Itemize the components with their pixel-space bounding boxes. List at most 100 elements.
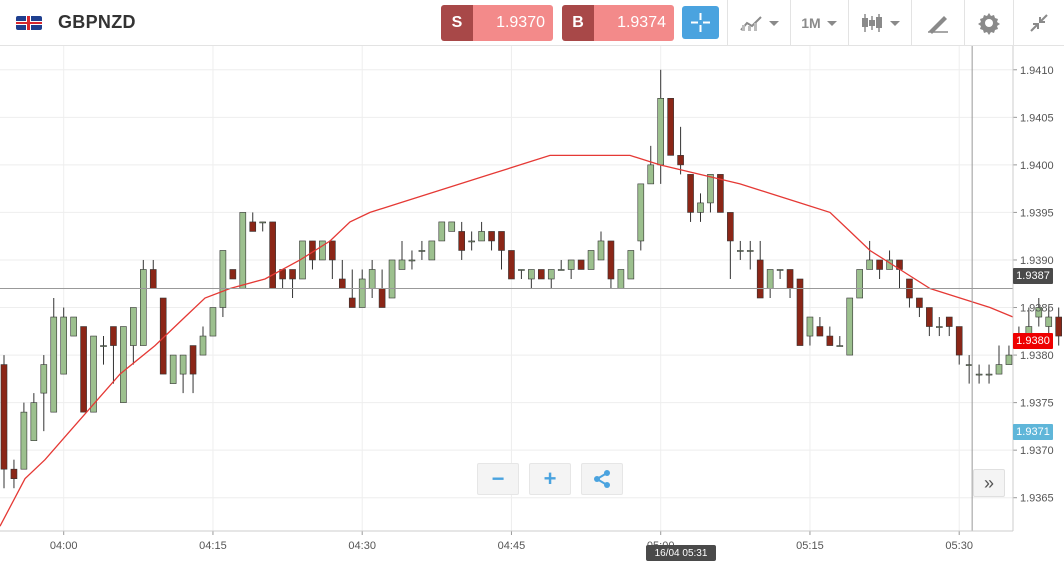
sell-price: 1.9370 xyxy=(473,5,553,41)
candle-bull xyxy=(418,250,426,252)
candle-bear xyxy=(378,288,386,308)
candle-bull xyxy=(428,240,436,261)
scroll-to-latest-button[interactable]: » xyxy=(973,469,1005,497)
candle-style-dropdown[interactable] xyxy=(849,0,911,46)
timeframe-label: 1M xyxy=(801,15,821,31)
candle-bear xyxy=(159,297,167,375)
y-tick-label: 1.9400 xyxy=(1020,160,1054,172)
candle-bull xyxy=(985,373,993,376)
candle-bear xyxy=(727,212,734,242)
candle-bear xyxy=(329,240,336,261)
candle-bull xyxy=(746,250,754,252)
candle-bear xyxy=(926,307,933,327)
crosshair-lines xyxy=(0,46,1013,531)
chevron-down-icon xyxy=(826,20,837,26)
price-axis: 1.93651.93701.93751.93801.93851.93901.93… xyxy=(1012,46,1054,531)
candle-bear xyxy=(498,231,505,251)
candle-bull xyxy=(617,269,625,289)
collapse-button[interactable] xyxy=(1014,0,1064,46)
candle-bear xyxy=(289,269,296,280)
candle-bear xyxy=(945,316,953,327)
candle-bull xyxy=(50,316,58,413)
crosshair-price-tag: 1.9387 xyxy=(1013,268,1053,284)
candle-bull xyxy=(637,183,645,242)
moving-average-line xyxy=(0,154,1014,527)
chart-type-dropdown[interactable] xyxy=(728,0,790,46)
candle-bull xyxy=(448,221,456,232)
candle-bull xyxy=(398,259,406,270)
candle-bull xyxy=(846,297,854,356)
area-chart-icon xyxy=(740,16,762,31)
chevron-down-icon xyxy=(769,20,779,26)
sell-button[interactable]: S 1.9370 xyxy=(441,5,553,41)
candle-bull xyxy=(547,269,555,280)
candle-bull xyxy=(587,250,595,270)
y-tick-label: 1.9370 xyxy=(1020,445,1054,457)
candle-bull xyxy=(140,269,147,346)
candle-bull xyxy=(935,326,943,328)
buy-button[interactable]: B 1.9374 xyxy=(562,5,674,41)
price-chart[interactable]: 1.93651.93701.93751.93801.93851.93901.93… xyxy=(0,46,1064,561)
y-tick-label: 1.9410 xyxy=(1020,65,1054,77)
x-tick-label: 04:15 xyxy=(199,540,227,552)
y-tick-label: 1.9375 xyxy=(1020,398,1054,410)
candle-bear xyxy=(338,278,346,289)
candle-bear xyxy=(10,468,18,479)
zoom-in-button[interactable]: + xyxy=(529,463,571,495)
settings-button[interactable] xyxy=(965,0,1013,46)
candle-bear xyxy=(488,231,495,242)
candle-bull xyxy=(965,364,973,366)
candle-bull xyxy=(209,307,217,337)
x-tick-label: 05:30 xyxy=(945,540,973,552)
gear-icon xyxy=(978,13,1000,35)
candle-bear xyxy=(677,155,684,166)
candle-bear xyxy=(756,259,764,299)
candle-bull xyxy=(368,269,376,289)
toolbar-divider xyxy=(964,0,965,46)
y-tick-label: 1.9390 xyxy=(1020,255,1054,267)
zoom-out-button[interactable]: − xyxy=(477,463,519,495)
toolbar-divider xyxy=(848,0,849,46)
timeframe-dropdown[interactable]: 1M xyxy=(791,0,847,46)
candle-bear xyxy=(348,297,356,308)
candle-bull xyxy=(766,269,774,289)
toolbar-divider xyxy=(790,0,791,46)
candle-bull xyxy=(1005,354,1013,365)
candle-bear xyxy=(796,278,804,346)
candle-bull xyxy=(358,278,366,308)
candle-bull xyxy=(219,250,227,308)
candle-bull xyxy=(199,335,207,356)
candle-bull xyxy=(60,316,68,375)
candle-bull xyxy=(130,307,137,346)
uk-flag-icon xyxy=(16,16,42,30)
candle-bull xyxy=(856,269,864,299)
candle-bull xyxy=(388,259,396,299)
x-tick-label: 04:45 xyxy=(498,540,526,552)
candle-bear xyxy=(229,269,237,280)
candle-bull xyxy=(836,345,844,347)
drawing-tools-button[interactable] xyxy=(912,0,964,46)
toolbar-divider xyxy=(727,0,728,46)
candle-bull xyxy=(438,221,446,242)
buy-price: 1.9374 xyxy=(594,5,674,41)
y-tick-label: 1.9395 xyxy=(1020,207,1054,219)
candle-bull xyxy=(30,402,38,441)
candle-bull xyxy=(90,335,97,413)
instrument-symbol: GBPNZD xyxy=(58,12,136,32)
crosshair-button[interactable] xyxy=(682,6,719,39)
candle-bear xyxy=(717,174,724,213)
candle-bull xyxy=(40,364,48,394)
collapse-icon xyxy=(1030,14,1048,32)
candle-bull xyxy=(100,345,107,347)
candle-bear xyxy=(1055,316,1062,337)
candle-bear xyxy=(110,326,117,346)
share-button[interactable] xyxy=(581,463,623,495)
candle-bull xyxy=(239,212,247,289)
candle-bull xyxy=(319,240,326,261)
candle-bear xyxy=(537,269,545,280)
ask-price-tag: 1.9371 xyxy=(1013,424,1053,440)
x-tick-label: 04:30 xyxy=(348,540,376,552)
candlestick-series xyxy=(0,69,1062,489)
candle-bear xyxy=(916,297,923,308)
candle-bear xyxy=(149,269,157,289)
